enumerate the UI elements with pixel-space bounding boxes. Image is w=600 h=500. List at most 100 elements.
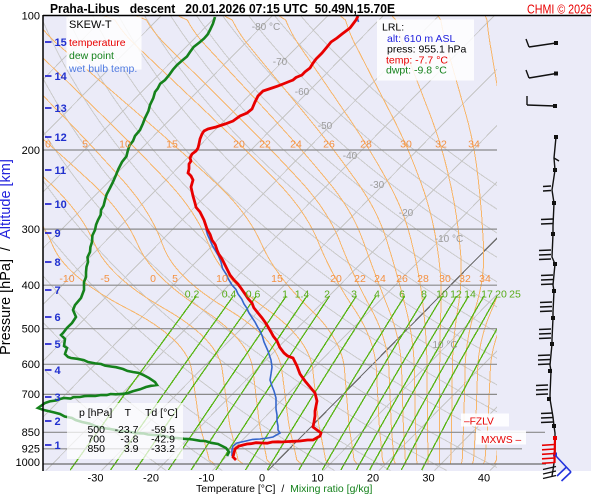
svg-text:-3.8: -3.8	[120, 434, 138, 446]
svg-text:15: 15	[55, 37, 67, 49]
svg-text:32: 32	[435, 139, 447, 151]
svg-text:-33.2: -33.2	[151, 443, 175, 455]
svg-text:-40: -40	[343, 151, 358, 162]
svg-text:6: 6	[55, 312, 61, 324]
svg-text:CHMI © 2026: CHMI © 2026	[527, 3, 592, 17]
svg-text:–FZLV: –FZLV	[464, 417, 494, 428]
svg-text:10 °C: 10 °C	[432, 340, 457, 351]
svg-text:20: 20	[330, 273, 342, 285]
svg-text:30: 30	[422, 473, 434, 485]
svg-text:20: 20	[367, 473, 379, 485]
svg-text:24: 24	[374, 273, 386, 285]
svg-text:300: 300	[22, 224, 40, 236]
svg-text:200: 200	[22, 145, 40, 157]
svg-text:400: 400	[22, 280, 40, 292]
svg-text:13: 13	[55, 103, 67, 115]
svg-text:17: 17	[481, 289, 493, 301]
svg-text:850: 850	[87, 443, 105, 455]
svg-text:2: 2	[55, 416, 61, 428]
svg-text:-20: -20	[143, 473, 159, 485]
svg-text:500: 500	[87, 424, 105, 436]
svg-text:0: 0	[150, 273, 156, 285]
svg-text:-70: -70	[273, 57, 288, 68]
svg-text:22: 22	[259, 139, 271, 151]
svg-text:alt: 610 m ASL: alt: 610 m ASL	[387, 33, 455, 45]
svg-text:0: 0	[45, 139, 51, 151]
svg-text:-50: -50	[318, 121, 333, 132]
svg-text:T: T	[125, 407, 132, 419]
svg-text:-80 °C: -80 °C	[252, 22, 280, 33]
svg-text:10: 10	[119, 139, 131, 151]
svg-text:14: 14	[55, 71, 68, 83]
svg-text:3.9: 3.9	[124, 443, 139, 455]
svg-text:925: 925	[22, 444, 40, 456]
svg-text:600: 600	[22, 359, 40, 371]
svg-text:-23.7: -23.7	[115, 424, 139, 436]
svg-text:9: 9	[55, 228, 61, 240]
svg-text:-59.5: -59.5	[151, 424, 175, 436]
svg-text:10: 10	[55, 199, 67, 211]
svg-text:Td [°C]: Td [°C]	[145, 407, 178, 419]
svg-text:34: 34	[479, 273, 491, 285]
svg-text:Temperature [°C] / Mixing ra: Temperature [°C] / Mixing ratio [g/kg]	[196, 483, 372, 495]
svg-text:0.6: 0.6	[246, 289, 261, 301]
svg-text:-30: -30	[370, 180, 385, 191]
svg-text:30: 30	[400, 139, 412, 151]
svg-text:4: 4	[374, 289, 380, 301]
svg-text:28: 28	[417, 273, 429, 285]
svg-text:LRL:: LRL:	[382, 22, 404, 34]
svg-text:dew point: dew point	[69, 50, 114, 62]
svg-text:34: 34	[468, 139, 480, 151]
svg-text:wet bulb temp.: wet bulb temp.	[68, 63, 137, 75]
svg-text:MXWS –: MXWS –	[481, 435, 522, 446]
svg-text:0.2: 0.2	[185, 289, 200, 301]
svg-text:1.4: 1.4	[295, 289, 310, 301]
svg-text:850: 850	[22, 427, 40, 439]
svg-text:-42.9: -42.9	[151, 434, 175, 446]
svg-text:20: 20	[495, 289, 507, 301]
svg-text:-20: -20	[399, 208, 414, 219]
svg-text:2: 2	[324, 289, 330, 301]
svg-text:-10 °C: -10 °C	[435, 234, 463, 245]
svg-text:28: 28	[360, 139, 372, 151]
svg-text:-10: -10	[199, 473, 215, 485]
svg-text:0.4: 0.4	[222, 289, 237, 301]
svg-text:1000: 1000	[16, 457, 40, 469]
svg-text:8: 8	[55, 257, 61, 269]
svg-text:12: 12	[450, 289, 462, 301]
svg-text:5: 5	[82, 139, 88, 151]
svg-text:30: 30	[439, 273, 451, 285]
svg-text:700: 700	[87, 434, 105, 446]
svg-text:temp: -7.7 °C: temp: -7.7 °C	[386, 55, 448, 67]
svg-text:Pressure [hPa] / Altitude [k: Pressure [hPa] / Altitude [km]	[0, 159, 14, 355]
svg-text:-30: -30	[88, 473, 104, 485]
svg-text:10: 10	[436, 289, 448, 301]
svg-text:1: 1	[55, 440, 61, 452]
svg-text:3: 3	[351, 289, 357, 301]
svg-text:Praha-Libus descent 20.01.: Praha-Libus descent 20.01.2026 07:15 UTC…	[50, 2, 395, 16]
svg-text:25: 25	[509, 289, 521, 301]
svg-text:-5: -5	[100, 273, 109, 285]
svg-text:14: 14	[464, 289, 476, 301]
svg-text:-60: -60	[295, 87, 310, 98]
svg-text:SKEW-T: SKEW-T	[69, 19, 112, 31]
svg-text:40: 40	[478, 473, 490, 485]
svg-text:10: 10	[311, 473, 323, 485]
svg-text:5: 5	[172, 273, 178, 285]
svg-text:10: 10	[216, 273, 228, 285]
svg-text:4: 4	[55, 365, 62, 377]
svg-text:8: 8	[421, 289, 427, 301]
svg-text:dwpt: -9.8 °C: dwpt: -9.8 °C	[386, 65, 447, 77]
svg-text:6: 6	[399, 289, 405, 301]
svg-text:11: 11	[55, 165, 67, 177]
svg-text:p [hPa]: p [hPa]	[79, 407, 112, 419]
svg-text:5: 5	[55, 339, 61, 351]
svg-text:700: 700	[22, 389, 40, 401]
svg-text:32: 32	[459, 273, 471, 285]
svg-text:press: 955.1 hPa: press: 955.1 hPa	[387, 44, 467, 56]
svg-text:12: 12	[55, 132, 67, 144]
svg-text:100: 100	[22, 11, 40, 23]
svg-text:26: 26	[396, 273, 408, 285]
svg-text:20: 20	[233, 139, 245, 151]
svg-text:24: 24	[290, 139, 302, 151]
